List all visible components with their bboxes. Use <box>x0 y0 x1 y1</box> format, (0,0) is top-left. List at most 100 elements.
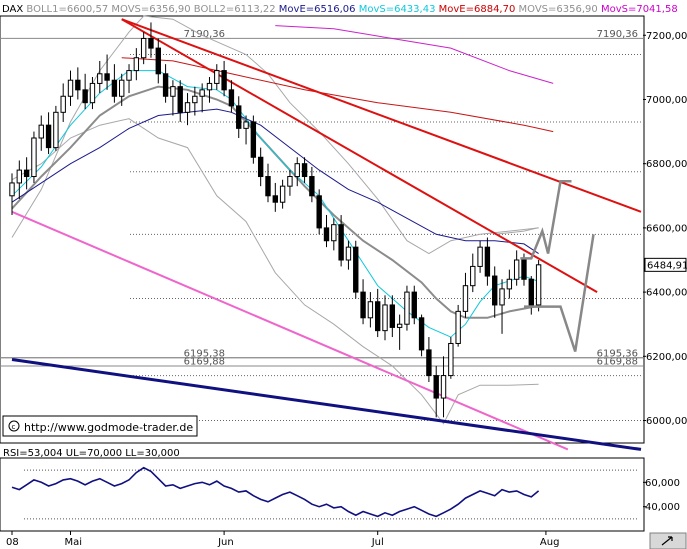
candle-body <box>513 259 520 280</box>
candle-body <box>448 342 454 377</box>
candle-body <box>316 195 322 229</box>
candle-body <box>477 246 483 267</box>
candle-body <box>148 37 154 49</box>
rsi-line <box>11 466 540 518</box>
candle-body <box>367 301 374 319</box>
candle-body <box>455 310 461 344</box>
candle-body <box>345 246 352 261</box>
rsi-panel-frame <box>0 457 645 532</box>
candle-body <box>521 259 527 280</box>
candle-body <box>418 317 425 351</box>
candle-body <box>396 323 403 328</box>
candle-body <box>221 70 227 91</box>
trendlines <box>11 18 642 451</box>
level-label: 7190,36 <box>184 29 225 40</box>
candle-body <box>177 86 183 113</box>
scroll-corner[interactable] <box>649 532 687 549</box>
y-tick-label: 7200,00 <box>646 31 687 42</box>
candle-body <box>272 195 278 203</box>
level-label: 7190,36 <box>597 29 638 40</box>
candle-body <box>228 89 235 107</box>
candle-body <box>155 47 161 75</box>
x-tick-label: Jun <box>217 537 234 548</box>
legend-item: MOVS=6356,90 <box>515 4 597 15</box>
candle-body <box>535 264 542 306</box>
candle-body <box>484 246 491 277</box>
watermark: c http://www.godmode-trader.de <box>2 415 198 437</box>
overlay-move-short <box>11 108 539 255</box>
candle-body <box>89 82 96 104</box>
price-candles <box>9 22 542 418</box>
candle-body <box>265 176 271 197</box>
overlay-bollinger-lower <box>11 118 539 425</box>
candle-body <box>506 278 513 290</box>
y-tick-label: 6600,00 <box>646 223 687 234</box>
candle-body <box>140 37 147 59</box>
candle-body <box>243 121 249 129</box>
candle-body <box>433 375 439 399</box>
candle-body <box>184 102 191 113</box>
y-tick-label: 7000,00 <box>646 95 687 106</box>
candle-body <box>279 185 286 203</box>
copyright-icon-letter: c <box>12 423 16 431</box>
legend-item: MovS=7041,58 <box>598 4 678 15</box>
candle-body <box>16 169 23 184</box>
candle-body <box>38 124 44 139</box>
y-tick-label: 6200,00 <box>646 352 687 363</box>
candle-body <box>82 89 88 104</box>
candle-body <box>375 301 381 332</box>
level-label: 6195,38 <box>184 348 225 359</box>
x-tick-label: Mai <box>65 537 83 548</box>
candle-body <box>214 70 220 84</box>
overlay-bollinger-band-tail <box>494 227 539 235</box>
candle-body <box>199 89 205 97</box>
x-tick-label: 08 <box>6 537 19 548</box>
candle-body <box>492 275 498 306</box>
time-axis: 08 Mai Jun Jul Aug <box>6 531 559 548</box>
candle-body <box>470 265 476 287</box>
candle-body <box>287 176 293 187</box>
candle-body <box>338 224 344 261</box>
candle-body <box>60 95 66 113</box>
candle-body <box>323 227 330 242</box>
legend-item: MovE=6516,06 <box>276 4 356 15</box>
rsi-tick-label: 40,000 <box>645 502 680 513</box>
candle-body <box>528 278 534 306</box>
candle-body <box>23 169 30 178</box>
level-label: 6169,88 <box>184 356 225 367</box>
trendline-navy-support <box>11 358 642 451</box>
x-tick-label: Aug <box>540 537 560 548</box>
x-tick-label: Jul <box>371 537 384 548</box>
candle-body <box>382 304 388 332</box>
candle-body <box>499 288 505 306</box>
candle-body <box>192 95 198 104</box>
projection-paths <box>520 180 595 352</box>
rsi-panel: 40,000 60,000 <box>11 466 680 520</box>
legend-item: MOVS=6356,90 <box>108 4 190 15</box>
indicator-legend: DAX BOLL1=6600,57 MOVS=6356,90 BOLL2=611… <box>2 4 678 15</box>
candle-body <box>97 73 103 84</box>
candle-body <box>119 79 125 97</box>
candle-body <box>426 349 432 377</box>
trendline-pink-support <box>11 210 569 451</box>
candle-body <box>404 291 410 325</box>
candle-body <box>31 137 37 178</box>
legend-item: BOLL1=6600,57 <box>23 4 108 15</box>
candle-body <box>331 224 337 242</box>
overlay-movs-magenta <box>275 25 554 84</box>
candle-body <box>294 163 300 178</box>
candle-body <box>53 111 59 149</box>
y-tick-label: 6800,00 <box>646 159 687 170</box>
candle-body <box>170 86 176 97</box>
rsi-label: RSI=53,004 UL=70,000 LL=30,000 <box>3 448 180 459</box>
level-label: 6195,36 <box>597 348 638 359</box>
candle-body <box>250 121 257 158</box>
candle-body <box>462 285 469 312</box>
candle-body <box>440 375 447 399</box>
horizontal-levels: 7190,36 7190,366195,366169,886195,386169,… <box>0 29 643 422</box>
level-label: 6169,88 <box>597 356 638 367</box>
candle-body <box>411 291 417 319</box>
candle-body <box>309 176 315 197</box>
